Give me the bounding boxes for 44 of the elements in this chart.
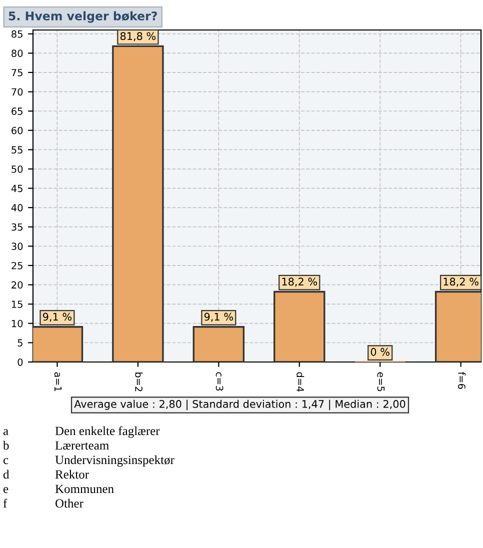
y-tick-label: 80 — [12, 50, 23, 57]
text: Den enkelte faglærer — [55, 426, 160, 438]
data-label: 0 % — [370, 348, 390, 356]
text: f — [3, 498, 8, 508]
y-tick-label: 45 — [11, 184, 22, 192]
y-tick-label: 25 — [12, 262, 22, 270]
y-tick-label: 85 — [12, 30, 22, 38]
data-label: 9,1 % — [204, 312, 233, 322]
text: b — [3, 440, 9, 450]
y-tick-label: 75 — [12, 69, 22, 76]
text: Kommunen — [55, 484, 114, 494]
x-tick-label: b=2 — [135, 372, 143, 392]
chart-title: 5. Hvem velger bøker? — [8, 11, 157, 23]
text: d — [3, 470, 10, 479]
y-tick-label: 15 — [12, 300, 22, 308]
y-tick-label: 10 — [12, 320, 23, 328]
y-tick-label: 20 — [12, 281, 23, 289]
y-tick-label: 70 — [12, 88, 23, 96]
y-tick-label: 50 — [12, 165, 23, 173]
x-tick-label: c=3 — [216, 372, 224, 391]
x-tick-label: f=6 — [458, 372, 466, 389]
text: c — [3, 458, 8, 464]
text: Rektor — [55, 470, 89, 479]
x-tick-label: d=4 — [296, 372, 304, 392]
data-label: 18,2 % — [444, 278, 478, 287]
x-tick-label: a=1 — [54, 372, 62, 392]
x-tick-label: e=5 — [377, 372, 385, 392]
data-label: 18,2 % — [282, 278, 318, 287]
text: a — [3, 429, 8, 436]
text: Undervisningsinspektør — [55, 455, 174, 467]
y-tick-label: 5 — [18, 339, 22, 347]
y-tick-label: 30 — [12, 242, 23, 250]
y-tick-label: 60 — [12, 126, 23, 134]
data-label: 9,1 % — [42, 312, 72, 322]
y-tick-label: 35 — [12, 223, 22, 231]
text: Other — [56, 498, 84, 508]
y-tick-label: 0 — [18, 358, 23, 366]
text: Average value : 2,80 | Standard deviation : 1,47 | Median : 2,00 — [74, 400, 406, 410]
text: e — [3, 487, 8, 494]
text: Lærerteam — [55, 441, 109, 450]
y-tick-label: 40 — [11, 204, 23, 212]
data-label: 81,8 % — [120, 32, 156, 42]
y-tick-label: 55 — [12, 146, 22, 154]
y-tick-label: 65 — [12, 108, 22, 115]
